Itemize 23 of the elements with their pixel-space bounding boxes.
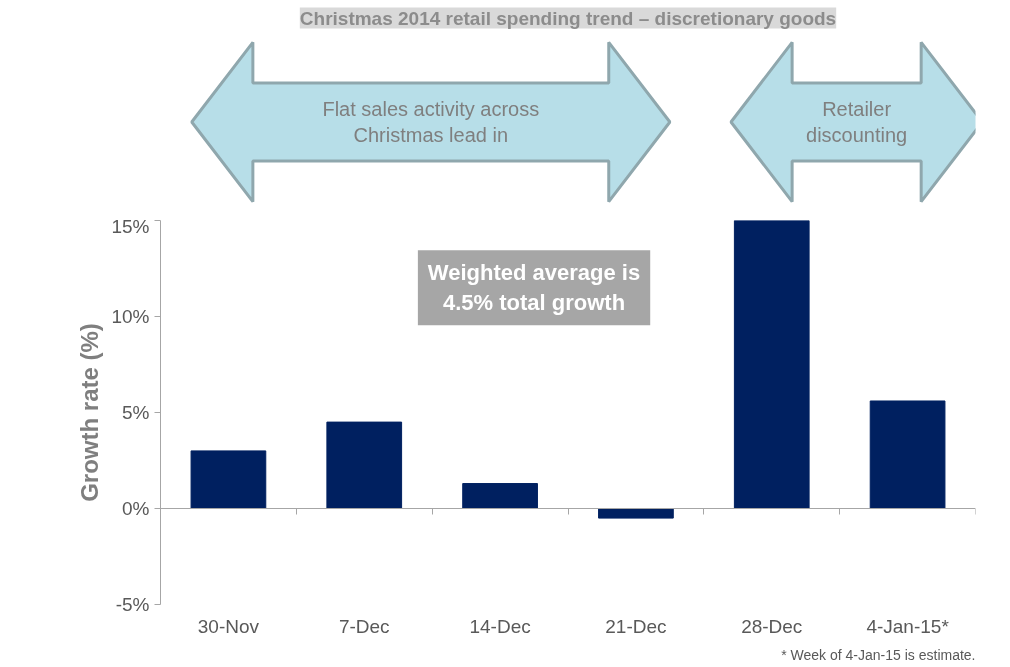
- x-tick-label: 30-Nov: [197, 615, 260, 637]
- chart-title: Christmas 2014 retail spending trend – discretionary goods: [299, 7, 837, 29]
- text: * Week of 4-Jan-15 is estimate.: [781, 646, 976, 663]
- text: Flat sales activity across Christmas lead in: [322, 97, 540, 147]
- bar: [326, 421, 403, 509]
- x-tick-label: 7-Dec: [338, 615, 390, 637]
- text: Retailer discounting: [806, 97, 908, 147]
- y-tick-label: 5%: [122, 402, 150, 423]
- y-tick-label: 15%: [111, 215, 150, 237]
- x-tick-label: 21-Dec: [605, 615, 667, 637]
- annotation: Weighted average is 4.5% total growth: [427, 260, 641, 316]
- bar: [462, 483, 538, 509]
- bar: [733, 220, 810, 509]
- x-tick-label: 14-Dec: [469, 615, 531, 637]
- x-tick-label: 4-Jan-15*: [866, 615, 950, 637]
- y-tick-label: 10%: [111, 306, 150, 327]
- bar: [869, 400, 946, 509]
- x-tick-label: 28-Dec: [741, 615, 803, 637]
- y-axis-title: Growth rate (%): [76, 323, 104, 502]
- bar: [598, 508, 674, 519]
- y-tick-label: 0%: [122, 498, 150, 519]
- y-tick-label: -5%: [115, 594, 150, 615]
- bar: [190, 450, 267, 509]
